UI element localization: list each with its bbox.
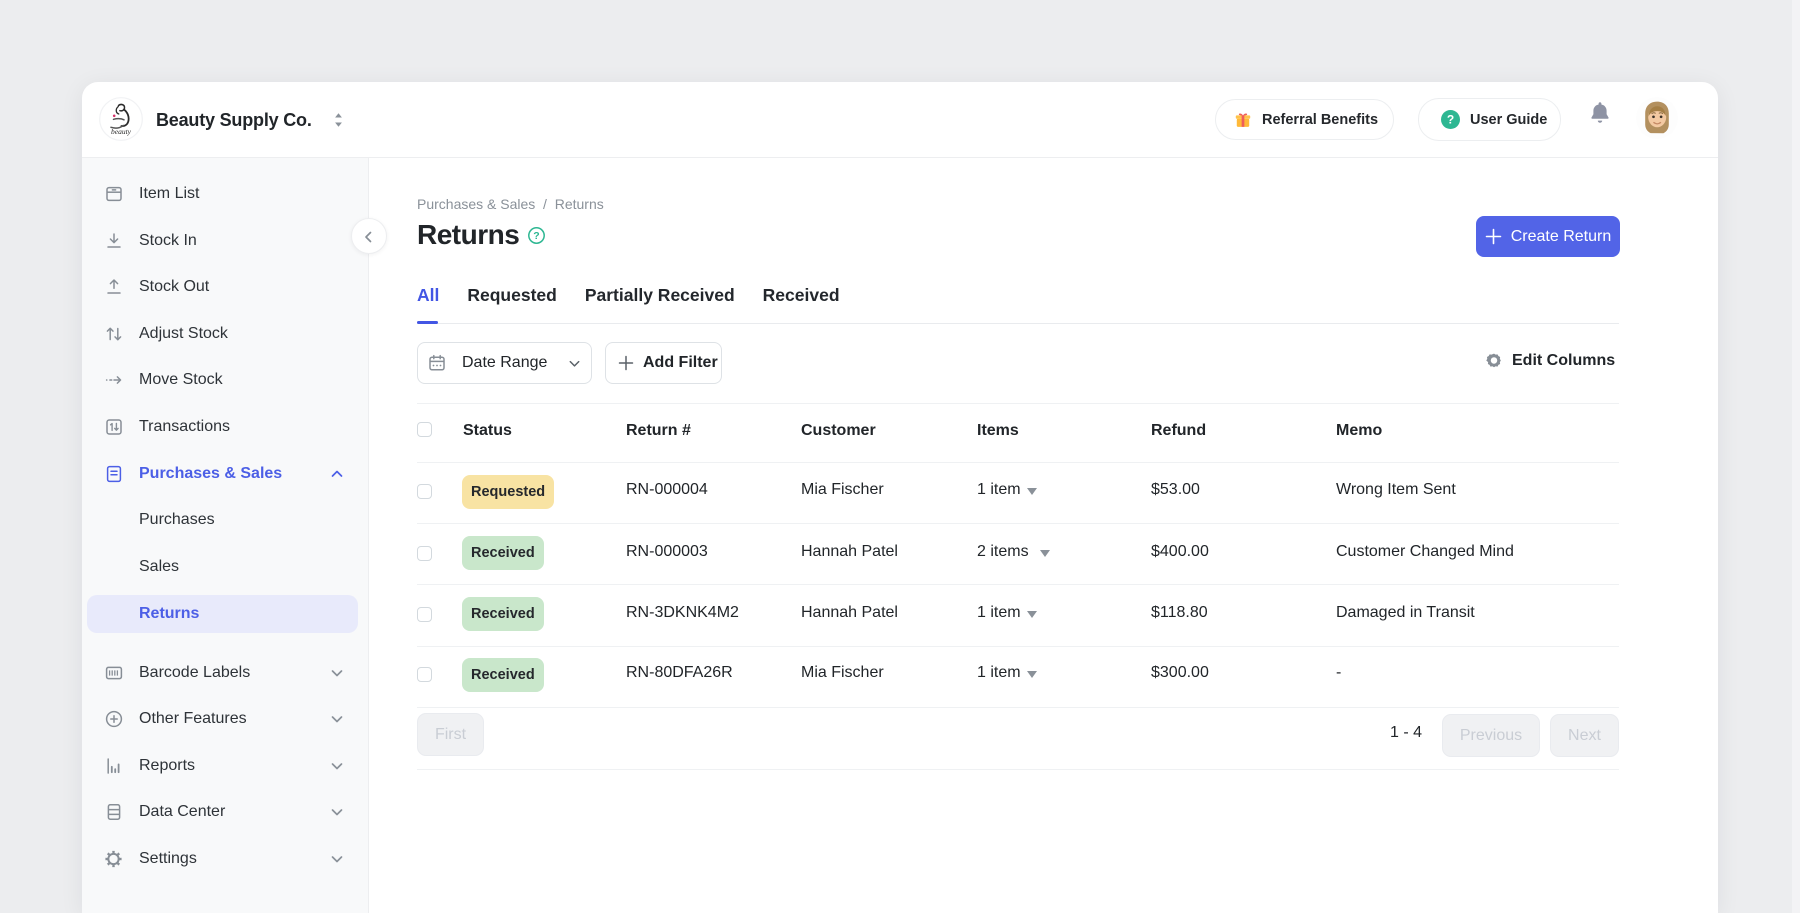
svg-text:?: ? bbox=[1447, 113, 1454, 127]
svg-text:beauty: beauty bbox=[111, 127, 132, 136]
svg-text:?: ? bbox=[533, 230, 539, 242]
